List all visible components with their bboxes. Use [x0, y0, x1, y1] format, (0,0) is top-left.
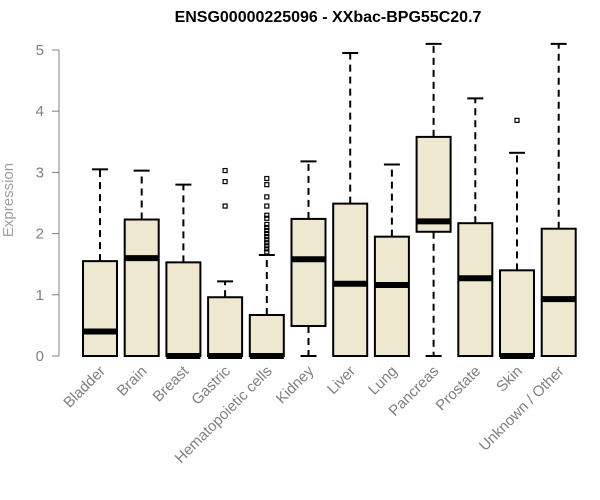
box-9: [457, 97, 494, 357]
iqr-box: [290, 217, 327, 328]
chart-title: ENSG00000225096 - XXbac-BPG55C20.7: [175, 9, 482, 26]
outlier-point: [264, 249, 270, 255]
outlier-point: [264, 234, 270, 240]
outlier-point: [264, 203, 270, 209]
outlier-point: [264, 246, 270, 252]
y-tick-label: 2: [36, 226, 44, 243]
iqr-box: [123, 218, 160, 357]
x-tick-label: Brain: [114, 363, 151, 400]
box-6: [332, 52, 369, 357]
iqr-box: [415, 135, 452, 233]
outlier-point: [264, 224, 270, 231]
outlier-point: [264, 212, 270, 218]
y-axis-label: Expression: [0, 163, 17, 237]
outlier-point: [222, 203, 228, 209]
box-0: [82, 168, 118, 358]
box-2: [165, 183, 202, 359]
outlier-point: [264, 182, 270, 188]
y-tick-label: 0: [36, 348, 44, 365]
x-tick-label: Bladder: [60, 363, 109, 412]
y-tick-label: 4: [36, 103, 44, 120]
x-tick-label: Breast: [150, 362, 193, 405]
iqr-box: [373, 235, 410, 357]
outlier-point: [222, 178, 228, 185]
outlier-point: [264, 237, 270, 243]
box-10: [499, 117, 535, 359]
x-tick-label: Lung: [365, 363, 401, 399]
outlier-point: [264, 194, 270, 200]
iqr-box: [82, 260, 118, 358]
iqr-box: [165, 261, 202, 358]
boxes-group: [82, 42, 577, 359]
x-tick-label: Skin: [493, 363, 526, 396]
box-5: [290, 160, 327, 357]
iqr-box: [457, 222, 494, 357]
outlier-point: [514, 117, 520, 123]
y-tick-label: 3: [36, 164, 44, 181]
box-7: [373, 163, 410, 357]
outlier-point: [264, 221, 270, 228]
y-tick-label: 5: [36, 42, 44, 59]
x-tick-label: Liver: [324, 363, 359, 398]
iqr-box: [207, 296, 244, 357]
iqr-box: [499, 269, 535, 358]
outlier-point: [264, 175, 270, 182]
box-11: [540, 42, 577, 357]
iqr-box: [540, 227, 577, 357]
outlier-point: [264, 240, 270, 246]
outlier-point: [264, 215, 270, 221]
box-3: [207, 167, 244, 359]
y-axis: 0 1 2 3 4 5: [36, 42, 60, 365]
iqr-box: [332, 202, 369, 357]
iqr-box: [248, 313, 285, 358]
box-4: [248, 175, 285, 359]
outlier-point: [264, 243, 270, 249]
x-tick-label: Prostate: [433, 363, 485, 415]
x-tick-label: Kidney: [273, 362, 318, 407]
outlier-point: [222, 167, 228, 174]
y-tick-label: 1: [36, 287, 44, 304]
box-1: [123, 169, 160, 357]
outlier-point: [264, 227, 270, 234]
box-8: [415, 42, 452, 357]
outlier-point: [264, 231, 270, 237]
